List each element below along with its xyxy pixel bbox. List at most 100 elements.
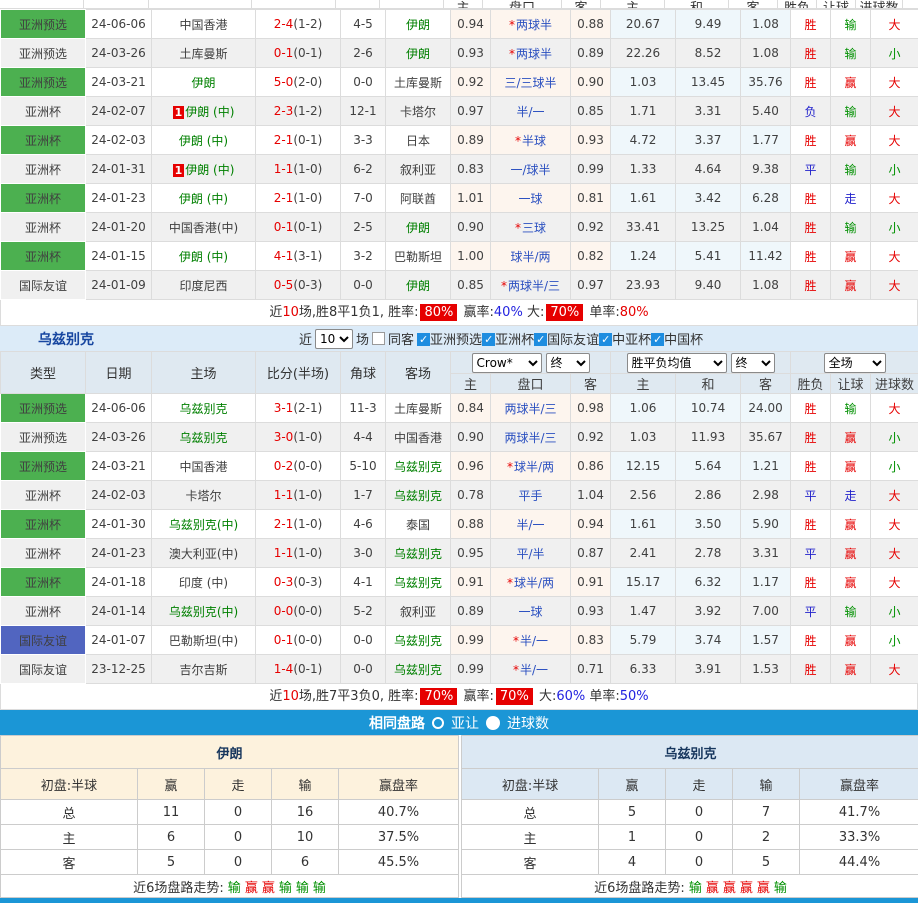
home-team-name[interactable]: 乌兹别克(中) — [169, 605, 238, 619]
home-team-cell: 巴勒斯坦(中) — [152, 626, 256, 655]
home-odds: 1.00 — [451, 242, 491, 271]
home-team-name[interactable]: 伊朗 (中) — [179, 134, 228, 148]
league-checkbox[interactable] — [534, 333, 547, 346]
asian-handicap-radio[interactable] — [432, 717, 444, 729]
goals-radio[interactable] — [486, 716, 500, 730]
result-cell: 胜 — [791, 655, 831, 684]
away-odds: 0.88 — [571, 10, 611, 39]
goals-result-cell: 小 — [871, 423, 918, 452]
handicap-result-cell: 输 — [831, 39, 871, 68]
away-team-name[interactable]: 伊朗 — [406, 221, 430, 235]
clipped-header-cell: 进球数 — [855, 0, 903, 9]
europe-away-odds: 1.53 — [741, 655, 791, 684]
scope-select[interactable]: 全场 — [824, 353, 886, 373]
fulltime-score: 2-1 — [274, 133, 294, 147]
league-checkbox[interactable] — [482, 333, 495, 346]
europe-draw-odds: 9.49 — [676, 10, 741, 39]
fulltime-score: 2-1 — [274, 517, 294, 531]
handicap-value: 一球 — [518, 192, 542, 206]
away-team-cell: 土库曼斯 — [386, 394, 451, 423]
uzbek-summary-bar: 近10场,胜7平3负0, 胜率:70% 赢率:70% 大:60% 单率:50% — [0, 684, 918, 710]
dropdown-cell: 全场 — [791, 352, 918, 374]
corner-score: 6-2 — [341, 155, 386, 184]
summary-segment: 赢率: — [459, 305, 494, 320]
handicap-result-cell: 输 — [831, 10, 871, 39]
europe-draw-odds: 8.52 — [676, 39, 741, 68]
odds-final-select[interactable]: 终 — [546, 353, 590, 373]
away-team-name[interactable]: 伊朗 — [406, 279, 430, 293]
stats-row-label: 主 — [1, 825, 138, 850]
handicap-result-cell: 赢 — [831, 539, 871, 568]
corner-score: 4-6 — [341, 510, 386, 539]
away-team-name[interactable]: 乌兹别克 — [394, 489, 442, 503]
europe-home-odds: 1.03 — [611, 423, 676, 452]
goals-result-cell: 大 — [871, 271, 918, 300]
trend-result: 赢 — [706, 881, 719, 896]
home-team-name[interactable]: 乌兹别克 — [179, 402, 227, 416]
europe-draw-odds: 3.50 — [676, 510, 741, 539]
handicap-value: 三/三球半 — [504, 76, 556, 90]
halftime-score: (1-0) — [293, 191, 322, 205]
dropdown-cell: Crow*终 — [451, 352, 611, 374]
away-team-name[interactable]: 乌兹别克 — [394, 576, 442, 590]
europe-away-odds: 1.08 — [741, 39, 791, 68]
away-team-name[interactable]: 乌兹别克 — [394, 547, 442, 561]
league-checkbox[interactable] — [599, 333, 612, 346]
win-count: 6 — [138, 825, 205, 850]
league-checkbox[interactable] — [417, 333, 430, 346]
odds-company-select[interactable]: Crow* — [472, 353, 542, 373]
result-cell: 胜 — [791, 242, 831, 271]
handicap-cell: 球半/两 — [491, 242, 571, 271]
summary-segment: 大: — [535, 689, 557, 704]
away-team-name[interactable]: 伊朗 — [406, 18, 430, 32]
corner-score: 3-2 — [341, 242, 386, 271]
away-odds: 0.91 — [571, 568, 611, 597]
away-odds: 1.04 — [571, 481, 611, 510]
handicap-result-cell: 赢 — [831, 510, 871, 539]
home-team-name[interactable]: 乌兹别克 — [179, 431, 227, 445]
europe-mode-select[interactable]: 胜平负均值 — [627, 353, 727, 373]
europe-draw-odds: 2.86 — [676, 481, 741, 510]
away-team-cell: 伊朗 — [386, 39, 451, 68]
match-count-select[interactable]: 10 — [315, 329, 353, 349]
league-type-badge: 国际友谊 — [1, 271, 86, 300]
fulltime-score: 0-3 — [274, 575, 294, 589]
goals-result-cell: 大 — [871, 481, 918, 510]
away-team-name[interactable]: 乌兹别克 — [394, 663, 442, 677]
lose-count: 16 — [272, 800, 339, 825]
trend-result: 赢 — [262, 881, 275, 896]
goals-result-cell: 大 — [871, 126, 918, 155]
handicap-value: 平手 — [518, 489, 542, 503]
away-team-name[interactable]: 伊朗 — [406, 47, 430, 61]
handicap-result-cell: 输 — [831, 155, 871, 184]
away-team-name[interactable]: 乌兹别克 — [394, 634, 442, 648]
home-team-name[interactable]: 伊朗 — [191, 76, 215, 90]
home-team-name[interactable]: 伊朗 (中) — [185, 163, 234, 177]
home-team-name[interactable]: 伊朗 (中) — [179, 192, 228, 206]
win-rate: 45.5% — [339, 850, 459, 875]
stats-row-label: 客 — [462, 850, 599, 875]
lose-count: 10 — [272, 825, 339, 850]
europe-final-select[interactable]: 终 — [731, 353, 775, 373]
league-checkbox[interactable] — [651, 333, 664, 346]
europe-away-odds: 5.90 — [741, 510, 791, 539]
europe-home-odds: 22.26 — [611, 39, 676, 68]
same-away-checkbox[interactable] — [372, 332, 385, 345]
win-rate: 40.7% — [339, 800, 459, 825]
europe-home-odds: 2.41 — [611, 539, 676, 568]
handicap-cell: *半/一 — [491, 626, 571, 655]
score-cell: 2-3(1-2) — [256, 97, 341, 126]
home-team-name[interactable]: 乌兹别克(中) — [169, 518, 238, 532]
europe-home-odds: 1.06 — [611, 394, 676, 423]
away-team-cell: 伊朗 — [386, 213, 451, 242]
home-odds: 0.89 — [451, 126, 491, 155]
home-team-name[interactable]: 伊朗 (中) — [179, 250, 228, 264]
home-team-cell: 印度 (中) — [152, 568, 256, 597]
home-team-name[interactable]: 伊朗 (中) — [185, 105, 234, 119]
away-team-name[interactable]: 乌兹别克 — [394, 460, 442, 474]
score-cell: 0-1(0-0) — [256, 626, 341, 655]
stats-header-row: 初盘:半球赢走输赢盘率 — [462, 769, 918, 800]
